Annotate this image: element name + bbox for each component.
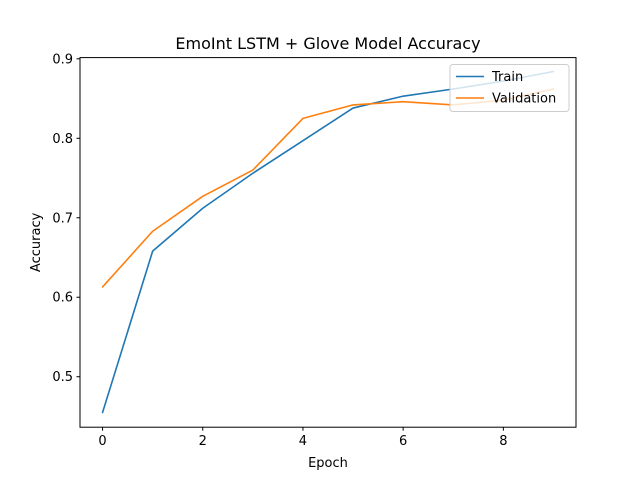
y-tick-label: 0.7	[52, 211, 73, 226]
plot-area-frame	[79, 57, 577, 428]
legend-label-train: Train	[491, 70, 523, 85]
y-tick-label: 0.6	[52, 291, 73, 306]
y-tick-label: 0.5	[52, 370, 73, 385]
x-tick-label: 8	[499, 434, 507, 449]
series-line-validation	[101, 88, 555, 288]
y-axis-label: Accuracy	[29, 212, 44, 272]
chart-title: EmoInt LSTM + Glove Model Accuracy	[175, 34, 480, 53]
series-line-train	[101, 70, 555, 414]
x-tick-label: 2	[199, 434, 207, 449]
legend-label-validation: Validation	[492, 92, 556, 107]
legend: Train Validation	[449, 64, 570, 112]
y-tick-label: 0.8	[52, 132, 73, 147]
y-tick-label: 0.9	[52, 52, 73, 67]
x-tick-label: 6	[399, 434, 407, 449]
x-axis-label: Epoch	[308, 456, 348, 471]
x-tick-label: 0	[98, 434, 106, 449]
x-tick-label: 4	[299, 434, 307, 449]
